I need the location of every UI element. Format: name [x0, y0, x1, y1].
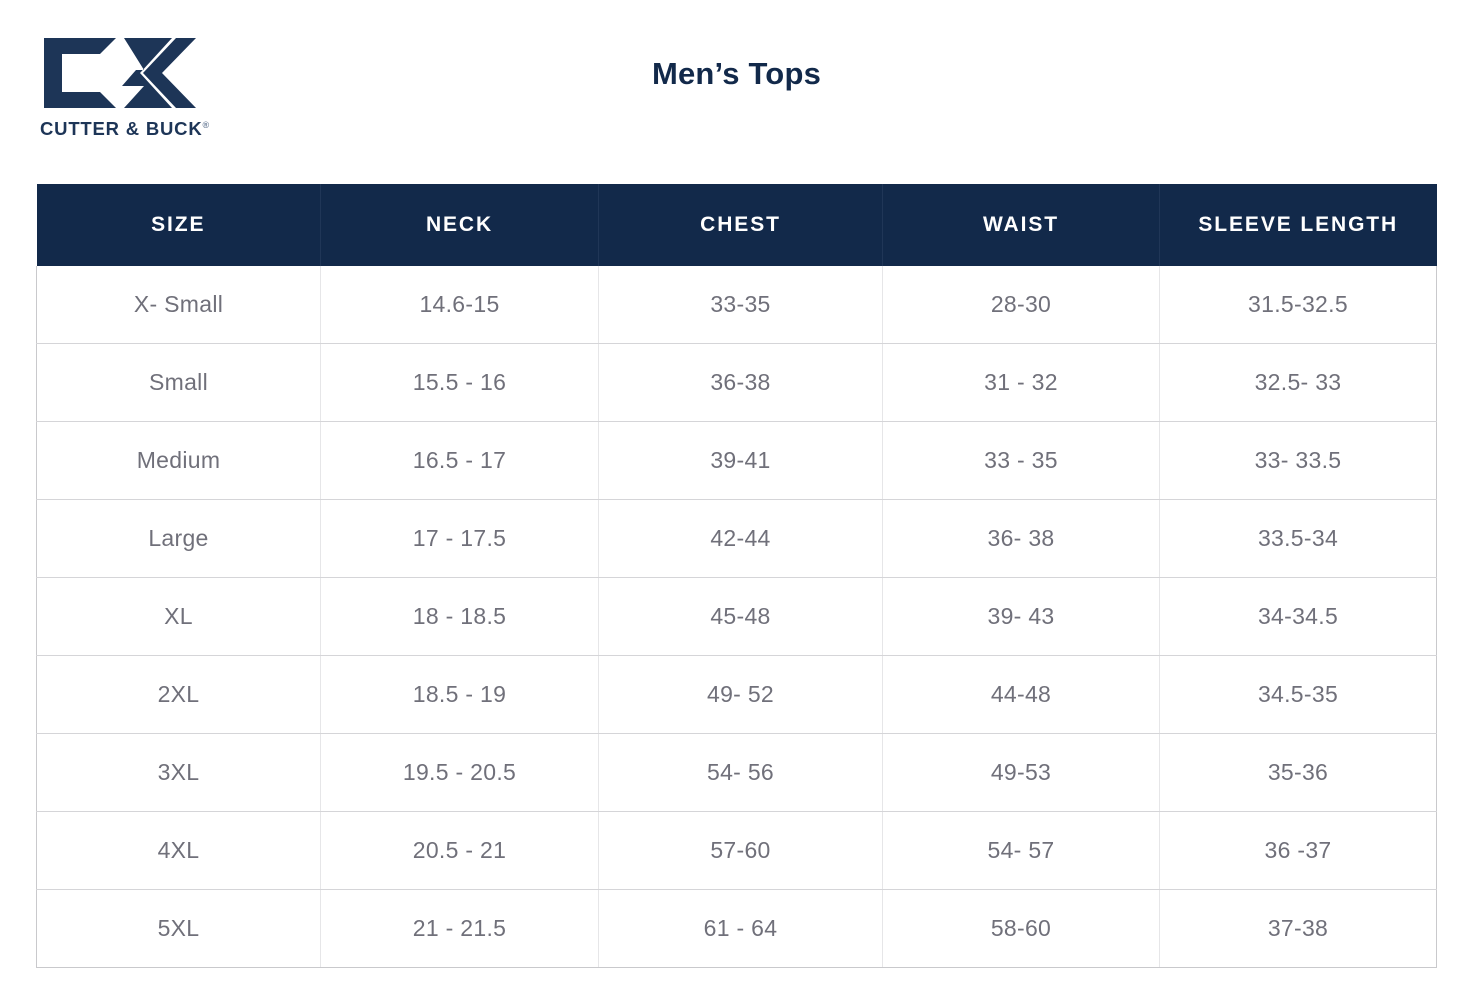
column-header-neck: NECK — [320, 184, 599, 266]
column-header-chest: CHEST — [598, 184, 883, 266]
cell-chest: 39-41 — [598, 421, 883, 500]
cell-neck: 15.5 - 16 — [320, 343, 599, 422]
size-chart-table-container: SIZE NECK CHEST WAIST SLEEVE LENGTH X- S… — [36, 184, 1437, 968]
cell-sleeve: 31.5-32.5 — [1159, 266, 1437, 344]
cell-neck: 14.6-15 — [320, 266, 599, 344]
cell-size: X- Small — [36, 266, 321, 344]
table-header-row: SIZE NECK CHEST WAIST SLEEVE LENGTH — [36, 184, 1437, 266]
cell-sleeve: 32.5- 33 — [1159, 343, 1437, 422]
cutter-and-buck-logo-icon — [44, 38, 196, 108]
cell-sleeve: 37-38 — [1159, 889, 1437, 968]
brand-logo: CUTTER & BUCK® — [40, 34, 212, 144]
column-header-waist: WAIST — [882, 184, 1160, 266]
page-title: Men’s Tops — [651, 56, 822, 91]
cell-chest: 49- 52 — [598, 655, 883, 734]
cell-neck: 16.5 - 17 — [320, 421, 599, 500]
cell-size: Small — [36, 343, 321, 422]
cell-chest: 36-38 — [598, 343, 883, 422]
cell-neck: 21 - 21.5 — [320, 889, 599, 968]
table-row: Small 15.5 - 16 36-38 31 - 32 32.5- 33 — [36, 343, 1437, 422]
cell-neck: 17 - 17.5 — [320, 499, 599, 578]
table-body: X- Small 14.6-15 33-35 28-30 31.5-32.5 S… — [36, 266, 1437, 968]
table-row: X- Small 14.6-15 33-35 28-30 31.5-32.5 — [36, 266, 1437, 344]
cell-neck: 20.5 - 21 — [320, 811, 599, 890]
table-row: 4XL 20.5 - 21 57-60 54- 57 36 -37 — [36, 811, 1437, 890]
table-header: SIZE NECK CHEST WAIST SLEEVE LENGTH — [36, 184, 1437, 266]
cell-waist: 28-30 — [882, 266, 1160, 344]
cell-sleeve: 34.5-35 — [1159, 655, 1437, 734]
trademark-symbol: ® — [202, 119, 210, 130]
cell-size: XL — [36, 577, 321, 656]
cell-neck: 19.5 - 20.5 — [320, 733, 599, 812]
cell-waist: 31 - 32 — [882, 343, 1160, 422]
cell-chest: 45-48 — [598, 577, 883, 656]
cell-waist: 36- 38 — [882, 499, 1160, 578]
brand-wordmark-text: CUTTER & BUCK — [40, 118, 203, 139]
cell-sleeve: 33.5-34 — [1159, 499, 1437, 578]
table-row: 3XL 19.5 - 20.5 54- 56 49-53 35-36 — [36, 733, 1437, 812]
size-chart-table: SIZE NECK CHEST WAIST SLEEVE LENGTH X- S… — [36, 184, 1437, 968]
table-row: 5XL 21 - 21.5 61 - 64 58-60 37-38 — [36, 889, 1437, 968]
cell-waist: 44-48 — [882, 655, 1160, 734]
page-header: CUTTER & BUCK® Men’s Tops — [0, 0, 1473, 184]
cell-chest: 57-60 — [598, 811, 883, 890]
column-header-sleeve-length: SLEEVE LENGTH — [1198, 213, 1399, 236]
table-row: XL 18 - 18.5 45-48 39- 43 34-34.5 — [36, 577, 1437, 656]
table-row: Medium 16.5 - 17 39-41 33 - 35 33- 33.5 — [36, 421, 1437, 500]
cell-chest: 61 - 64 — [598, 889, 883, 968]
cell-sleeve: 34-34.5 — [1159, 577, 1437, 656]
cell-waist: 39- 43 — [882, 577, 1160, 656]
cell-neck: 18.5 - 19 — [320, 655, 599, 734]
cell-waist: 33 - 35 — [882, 421, 1160, 500]
brand-wordmark: CUTTER & BUCK® — [40, 118, 212, 140]
cell-size: 2XL — [36, 655, 321, 734]
cell-size: 5XL — [36, 889, 321, 968]
cell-size: 3XL — [36, 733, 321, 812]
column-header-size: SIZE — [36, 184, 321, 266]
cell-sleeve: 35-36 — [1159, 733, 1437, 812]
cell-size: 4XL — [36, 811, 321, 890]
cell-size: Large — [36, 499, 321, 578]
cell-waist: 58-60 — [882, 889, 1160, 968]
cell-sleeve: 36 -37 — [1159, 811, 1437, 890]
cell-chest: 42-44 — [598, 499, 883, 578]
cell-waist: 49-53 — [882, 733, 1160, 812]
table-row: Large 17 - 17.5 42-44 36- 38 33.5-34 — [36, 499, 1437, 578]
cell-sleeve: 33- 33.5 — [1159, 421, 1437, 500]
cell-chest: 33-35 — [598, 266, 883, 344]
cell-waist: 54- 57 — [882, 811, 1160, 890]
table-row: 2XL 18.5 - 19 49- 52 44-48 34.5-35 — [36, 655, 1437, 734]
cell-neck: 18 - 18.5 — [320, 577, 599, 656]
cell-chest: 54- 56 — [598, 733, 883, 812]
cell-size: Medium — [36, 421, 321, 500]
